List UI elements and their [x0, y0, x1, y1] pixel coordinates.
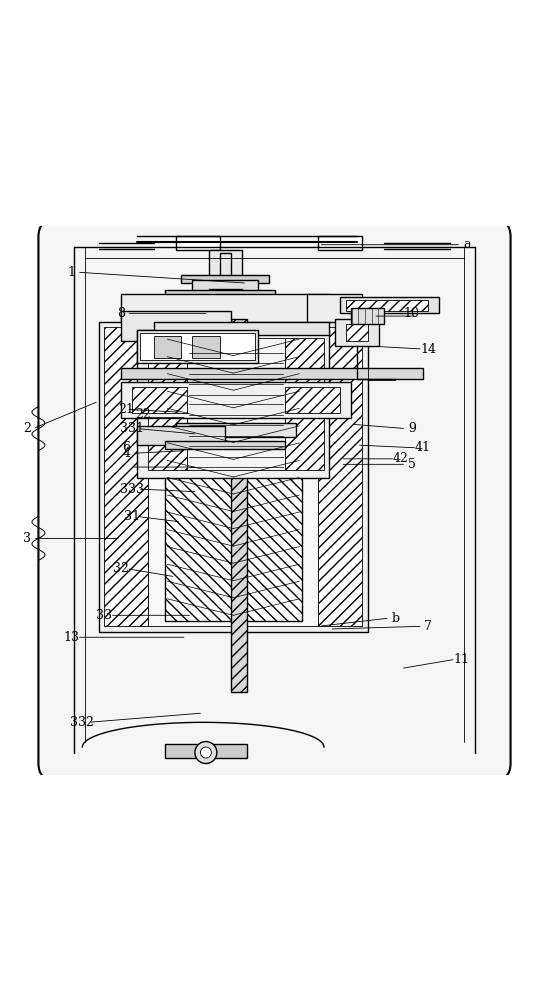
Bar — [104, 327, 148, 626]
Bar — [346, 324, 368, 341]
Bar — [121, 368, 423, 379]
Bar — [176, 423, 296, 437]
Bar — [318, 327, 362, 626]
Text: 3: 3 — [24, 532, 31, 545]
Bar — [220, 253, 231, 283]
Text: 13: 13 — [63, 631, 80, 644]
Bar — [335, 319, 379, 346]
Bar — [148, 338, 187, 470]
Text: 42: 42 — [393, 452, 408, 465]
Text: 21: 21 — [119, 403, 134, 416]
Text: 332: 332 — [70, 716, 94, 729]
FancyBboxPatch shape — [38, 220, 511, 780]
Text: 8: 8 — [117, 307, 125, 320]
Bar — [121, 311, 231, 341]
Text: 14: 14 — [420, 343, 436, 356]
Text: 7: 7 — [424, 620, 432, 633]
Text: 1: 1 — [68, 266, 75, 279]
Text: 32: 32 — [113, 562, 128, 575]
Bar — [209, 289, 242, 302]
Bar — [285, 387, 340, 413]
Bar — [148, 327, 318, 626]
Text: b: b — [391, 612, 399, 625]
Bar — [209, 250, 242, 278]
Bar — [165, 744, 247, 758]
Bar — [192, 280, 258, 291]
Bar — [140, 333, 255, 360]
Bar — [121, 294, 329, 324]
Bar — [165, 335, 302, 621]
Text: 333: 333 — [120, 483, 144, 496]
Text: 2: 2 — [24, 422, 31, 435]
Bar — [187, 338, 285, 470]
Bar — [154, 338, 220, 346]
Circle shape — [195, 742, 217, 764]
Bar — [121, 382, 351, 418]
Text: 41: 41 — [414, 441, 431, 454]
Bar — [285, 338, 324, 470]
Text: 4: 4 — [122, 447, 130, 460]
Bar — [176, 236, 220, 250]
Circle shape — [200, 747, 211, 758]
Bar — [137, 330, 329, 478]
Bar — [137, 426, 225, 445]
Bar — [340, 297, 439, 313]
Bar — [231, 319, 247, 692]
Bar — [165, 333, 242, 341]
Bar — [318, 236, 362, 250]
Bar — [99, 322, 368, 632]
Text: 31: 31 — [124, 510, 140, 523]
Bar — [132, 387, 187, 413]
Text: 11: 11 — [453, 653, 469, 666]
Text: 6: 6 — [122, 441, 130, 454]
Bar — [192, 336, 220, 358]
Bar — [154, 336, 181, 358]
Bar — [351, 308, 384, 324]
Bar — [346, 300, 428, 311]
Text: 10: 10 — [404, 307, 420, 320]
Text: 331: 331 — [120, 422, 144, 435]
Text: 22: 22 — [135, 408, 150, 421]
Text: 9: 9 — [408, 422, 416, 435]
Bar — [181, 275, 269, 283]
Text: a: a — [463, 238, 470, 251]
Bar — [137, 330, 258, 363]
Bar — [307, 294, 362, 324]
Bar — [165, 290, 274, 297]
Text: 5: 5 — [408, 458, 416, 471]
Bar — [154, 322, 329, 335]
Bar — [165, 441, 285, 449]
Text: 33: 33 — [96, 609, 113, 622]
